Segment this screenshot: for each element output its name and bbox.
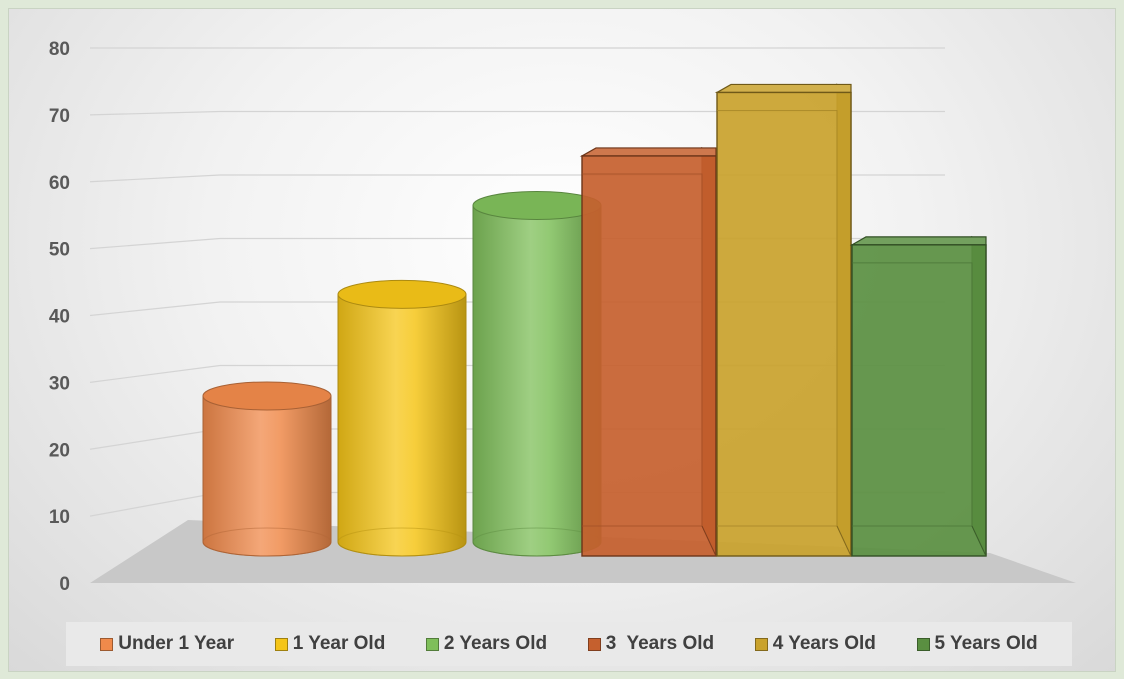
legend-swatch <box>754 637 768 651</box>
bar-3-years-old <box>579 146 717 557</box>
bar-1-year-old <box>337 279 467 557</box>
legend-item: Under 1 Year <box>100 633 234 655</box>
y-tick-label: 80 <box>49 39 70 60</box>
y-tick-label: 60 <box>49 173 70 194</box>
legend-label: 5 Years Old <box>934 633 1038 654</box>
legend-item: 3 Years Old <box>587 633 715 655</box>
legend-label: Under 1 Year <box>118 633 235 654</box>
legend-swatch <box>916 637 930 651</box>
legend-item: 5 Years Old <box>916 633 1038 655</box>
legend-swatch <box>587 637 601 651</box>
y-tick-label: 20 <box>49 440 70 461</box>
y-tick-label: 40 <box>49 307 70 328</box>
y-tick-label: 70 <box>49 106 70 127</box>
chart-legend: Under 1 Year 1 Year Old 2 Years Old 3 Years… <box>66 622 1072 666</box>
legend-item: 1 Year Old <box>274 633 386 655</box>
legend-label: 2 Years Old <box>443 633 548 654</box>
legend-label: 4 Years Old <box>772 633 876 654</box>
bar-2-years-old <box>472 190 602 557</box>
y-tick-label: 0 <box>59 574 70 595</box>
gridline <box>89 110 945 116</box>
legend-label: 3 Years Old <box>605 633 715 654</box>
y-tick-label: 50 <box>49 240 70 261</box>
y-tick-label: 30 <box>49 373 70 394</box>
y-tick-label: 10 <box>49 507 70 528</box>
legend-swatch <box>425 637 439 651</box>
bar-4-years-old <box>714 83 852 557</box>
legend-item: 2 Years Old <box>425 633 548 655</box>
legend-swatch <box>274 637 288 651</box>
legend-label: 1 Year Old <box>292 633 386 654</box>
bar-under-1-year <box>202 381 332 557</box>
bar-5-years-old <box>849 235 987 557</box>
legend-item: 4 Years Old <box>754 633 876 655</box>
legend-swatch <box>100 637 114 651</box>
